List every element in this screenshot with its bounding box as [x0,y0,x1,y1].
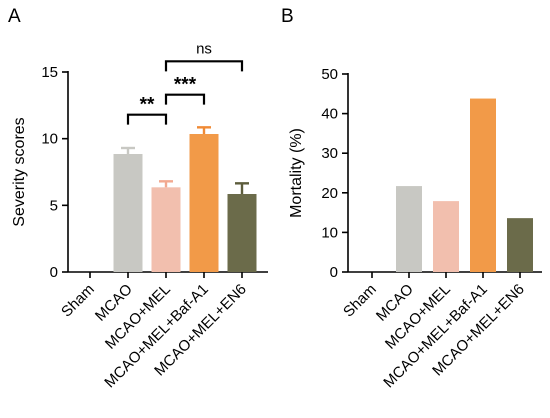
significance-label: ns [196,40,212,57]
y-tick-label: 10 [321,224,338,241]
bar [396,186,422,272]
panel-letter: B [281,6,294,27]
y-tick-label: 10 [41,131,58,148]
significance-label: ** [140,95,155,116]
y-tick-label: 30 [321,145,338,162]
y-axis-title: Severity scores [11,117,28,226]
x-tick-label: Sham [58,281,98,321]
y-tick-label: 5 [50,197,58,214]
y-tick-label: 15 [41,64,58,81]
bar [113,154,143,272]
significance-bracket [164,60,244,72]
y-tick-label: 50 [321,66,338,83]
bar [151,187,181,272]
y-tick-label: 0 [50,264,58,281]
bar [227,194,257,272]
significance-bracket [126,113,168,125]
y-tick-label: 0 [330,264,338,281]
bar [189,134,219,272]
y-tick-label: 20 [321,185,338,202]
panel-letter: A [8,6,21,27]
y-tick-label: 40 [321,106,338,123]
y-axis-title: Mortality (%) [288,128,305,218]
bar [470,98,496,272]
significance-bracket [164,93,206,105]
bar [433,201,459,272]
significance-label: *** [174,75,197,96]
bar [507,218,533,272]
